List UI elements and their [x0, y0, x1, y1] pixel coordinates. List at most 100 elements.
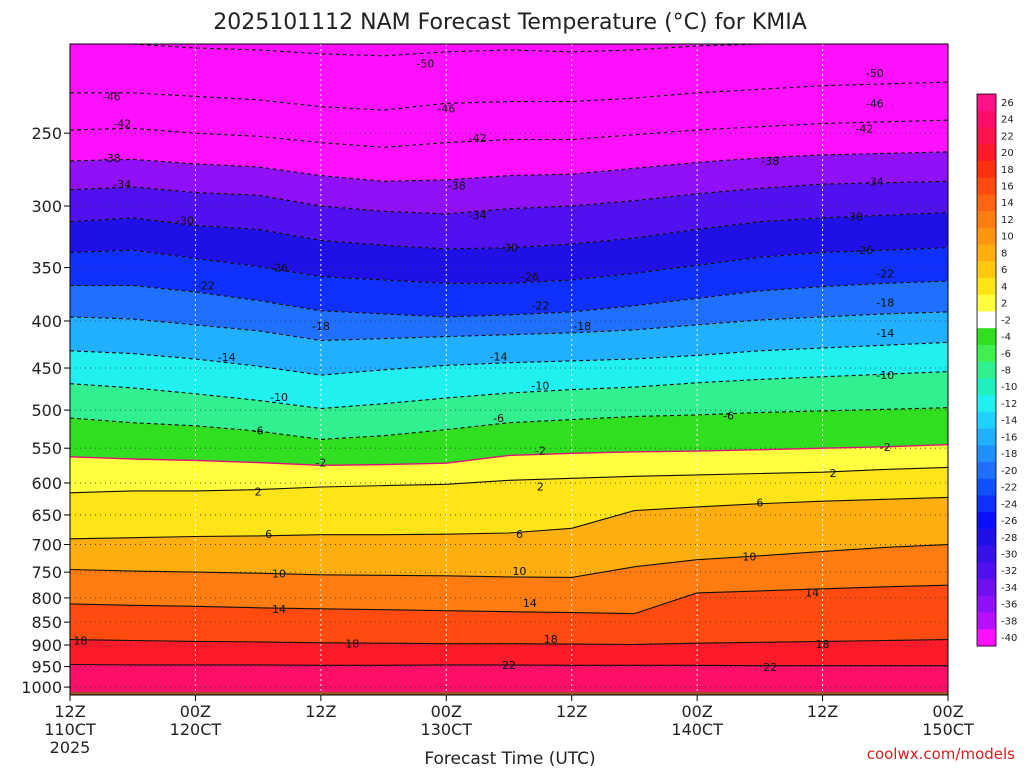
y-tick-label: 400 [31, 312, 62, 331]
temperature-band [70, 664, 948, 695]
contour-label: -14 [876, 327, 894, 340]
colorbar-swatch [977, 562, 996, 580]
contour-label: 6 [265, 528, 272, 541]
y-tick-label: 1000 [21, 678, 62, 697]
contour-label: -46 [866, 97, 884, 110]
y-tick-label: 550 [31, 439, 62, 458]
y-tick-label: 800 [31, 589, 62, 608]
contour-line [69, 466, 949, 494]
colorbar-label: 16 [1001, 182, 1014, 193]
contour-line [69, 544, 949, 578]
colorbar-label: -12 [1001, 399, 1017, 410]
colorbar-label: 22 [1001, 131, 1014, 142]
colorbar-label: -32 [1001, 566, 1017, 577]
x-tick-label: 2025 [50, 738, 91, 757]
contour-label: -38 [103, 152, 121, 165]
contour-label: -26 [855, 244, 873, 257]
contour-label: -10 [876, 369, 894, 382]
contour-label: -10 [270, 391, 288, 404]
temperature-band [70, 585, 948, 645]
temperature-band [70, 247, 948, 317]
x-tick-label: 12Z [305, 702, 336, 721]
contour-label: -2 [315, 456, 326, 469]
contour-label: -2 [535, 444, 546, 457]
y-tick-label: 750 [31, 563, 62, 582]
x-tick-label: 140CT [671, 720, 723, 739]
temperature-band [70, 281, 948, 341]
temperature-band [70, 151, 948, 214]
temperature-band [70, 82, 948, 148]
colorbar-swatch [977, 110, 996, 128]
colorbar-label: -30 [1001, 550, 1017, 561]
temperature-band [70, 467, 948, 539]
colorbar-label: 24 [1001, 115, 1014, 126]
colorbar-label: -16 [1001, 432, 1017, 443]
contour-label: -38 [761, 155, 779, 168]
colorbar-swatch [977, 629, 996, 647]
colorbar-swatch [977, 428, 996, 446]
x-tick-label: 00Z [932, 702, 963, 721]
colorbar-swatch [977, 144, 996, 162]
contour-label: -38 [448, 180, 466, 193]
colorbar-label: -36 [1001, 600, 1017, 611]
colorbar-label: 4 [1001, 282, 1007, 293]
x-axis-title: Forecast Time (UTC) [424, 749, 595, 768]
contour-label: -18 [312, 320, 330, 333]
colorbar-swatch [977, 528, 996, 547]
temperature-band [70, 181, 948, 249]
chart-title: 2025101112 NAM Forecast Temperature (°C)… [213, 10, 807, 35]
y-tick-label: 700 [31, 536, 62, 555]
contour-label: -6 [723, 410, 734, 423]
colorbar-label: 10 [1001, 232, 1014, 243]
colorbar-label: -14 [1001, 416, 1017, 427]
y-tick-label: 450 [31, 359, 62, 378]
colorbar-swatch [977, 478, 996, 496]
temperature-band [70, 639, 948, 666]
colorbar-label: -40 [1001, 633, 1017, 644]
colorbar-label: -4 [1001, 332, 1011, 343]
contour-label: 14 [272, 603, 286, 616]
temperature-band [70, 544, 948, 614]
contour-label: -42 [469, 132, 487, 145]
contour-line [69, 639, 949, 646]
y-axis: 250 300 350 400 450 500 550 600 650 700 750 800 850 9… [21, 124, 70, 697]
temperature-band [70, 212, 948, 284]
contour-label: 14 [523, 597, 537, 610]
colorbar: 26 24 22 20 18 16 14 12 10 8 6 4 2 -2 -4 -6 -8 -10 -12 -14 -… [976, 93, 1017, 647]
contour-label: -22 [197, 279, 215, 292]
colorbar-label: -10 [1001, 382, 1017, 393]
colorbar-label: 26 [1001, 98, 1014, 109]
colorbar-swatch [977, 462, 996, 480]
contour-label: -46 [103, 90, 121, 103]
colorbar-swatch [977, 311, 996, 329]
temperature-band [70, 342, 948, 409]
colorbar-swatch [977, 294, 996, 312]
x-tick-label: 12Z [54, 702, 85, 721]
x-tick-label: 130CT [421, 720, 473, 739]
x-tick-label: 12Z [807, 702, 838, 721]
y-tick-label: 300 [31, 197, 62, 216]
contour-label: -14 [218, 351, 236, 364]
temperature-band [70, 407, 948, 466]
contour-label: 6 [756, 496, 763, 509]
contour-line [69, 584, 949, 615]
contour-label: 22 [502, 659, 516, 672]
colorbar-swatch [977, 361, 996, 379]
contour-label: -42 [855, 122, 873, 135]
colorbar-swatch [977, 328, 996, 346]
contour-label: 10 [272, 568, 286, 581]
contour-label: -34 [469, 209, 487, 222]
colorbar-label: 8 [1001, 248, 1007, 259]
ground-layer [70, 691, 948, 695]
contour-label: -10 [531, 379, 549, 392]
contour-label: -50 [416, 57, 434, 70]
contour-labels: -50 -50 -46 -46 -46 -42 -42 -42 -38 -38 -38 -34 -34 -… [73, 57, 894, 674]
colorbar-swatch [977, 445, 996, 463]
contour-line [69, 247, 949, 284]
colorbar-label: 2 [1001, 299, 1007, 310]
colorbar-swatch [977, 211, 996, 229]
x-tick-label: 12Z [556, 702, 587, 721]
colorbar-label: -8 [1001, 366, 1011, 377]
contour-label: 2 [830, 467, 837, 480]
